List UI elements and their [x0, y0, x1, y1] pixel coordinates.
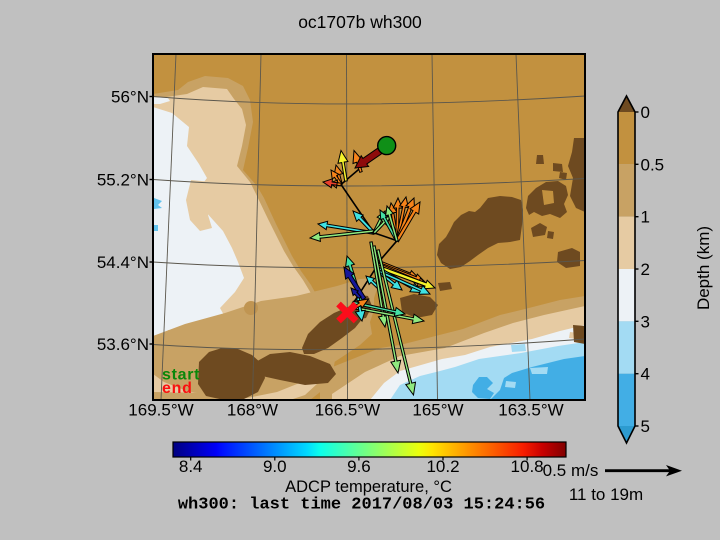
svg-text:3: 3: [641, 312, 650, 331]
svg-text:165°W: 165°W: [412, 401, 463, 420]
svg-text:55.2°N: 55.2°N: [97, 171, 149, 190]
svg-text:start: start: [162, 367, 200, 384]
svg-text:0.5 m/s: 0.5 m/s: [543, 461, 599, 480]
svg-text:8.4: 8.4: [179, 457, 203, 476]
svg-text:4: 4: [641, 365, 650, 384]
svg-text:0.5: 0.5: [641, 155, 665, 174]
svg-text:10.8: 10.8: [511, 457, 544, 476]
svg-text:5: 5: [641, 417, 650, 436]
svg-text:53.6°N: 53.6°N: [97, 335, 149, 354]
svg-text:Depth (km): Depth (km): [694, 226, 713, 310]
svg-text:9.0: 9.0: [263, 457, 287, 476]
svg-text:9.6: 9.6: [347, 457, 371, 476]
svg-text:2: 2: [641, 260, 650, 279]
svg-text:1: 1: [641, 208, 650, 227]
svg-text:end: end: [162, 380, 193, 397]
svg-text:163.5°W: 163.5°W: [498, 401, 563, 420]
svg-text:169.5°W: 169.5°W: [128, 401, 193, 420]
svg-text:54.4°N: 54.4°N: [97, 253, 149, 272]
svg-text:ADCP temperature, °C: ADCP temperature, °C: [285, 478, 452, 496]
svg-text:oc1707b wh300: oc1707b wh300: [298, 12, 422, 32]
svg-text:166.5°W: 166.5°W: [315, 401, 380, 420]
svg-text:56°N: 56°N: [111, 88, 149, 107]
svg-text:10.2: 10.2: [426, 457, 459, 476]
svg-text:0: 0: [641, 103, 650, 122]
svg-text:11 to 19m: 11 to 19m: [569, 485, 643, 504]
svg-text:wh300: last time 2017/08/03 15: wh300: last time 2017/08/03 15:24:56: [178, 496, 545, 515]
svg-text:168°W: 168°W: [227, 401, 278, 420]
